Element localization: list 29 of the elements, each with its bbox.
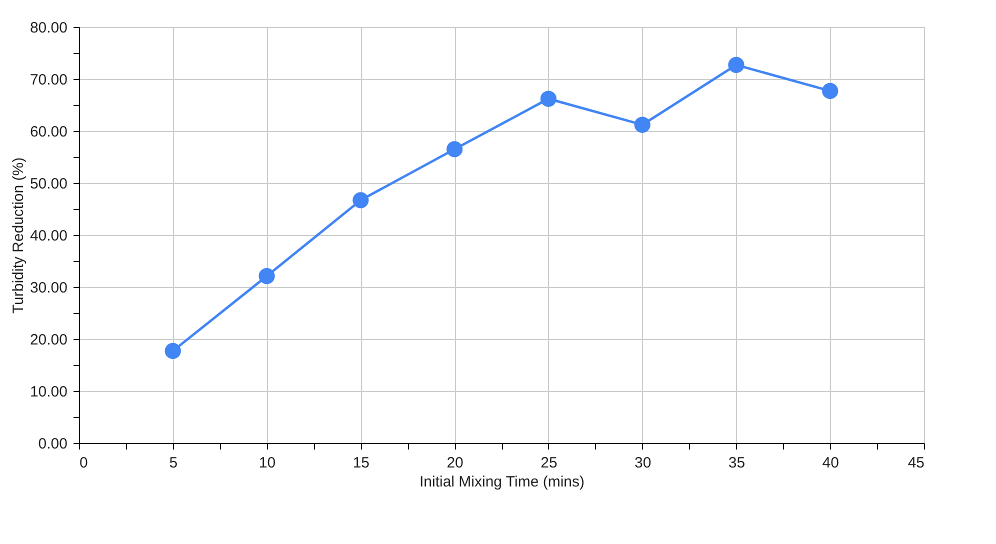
- x-tick-label: 35: [728, 454, 746, 472]
- y-axis-title: Turbidity Reduction (%): [10, 157, 27, 314]
- x-tick-label: 5: [169, 454, 178, 472]
- point: [352, 192, 369, 208]
- x-tick-label: 10: [258, 454, 276, 472]
- point: [822, 82, 838, 100]
- y-tick-label: 0.00: [38, 436, 68, 452]
- x-tick-label: 20: [446, 454, 464, 472]
- point: [728, 56, 744, 74]
- x-tick-label: 25: [540, 454, 558, 472]
- point: [634, 116, 650, 133]
- y-tick-label: 80.00: [30, 20, 68, 36]
- x-tick-label: 40: [822, 454, 839, 472]
- y-tick-label: 60.00: [30, 124, 68, 140]
- x-tick-label: 0: [80, 454, 88, 472]
- point: [164, 342, 181, 360]
- point: [446, 141, 463, 158]
- y-tick-label: 10.00: [30, 384, 68, 400]
- x-tick-label: 45: [908, 454, 924, 472]
- y-tick-label: 30.00: [30, 280, 68, 296]
- y-tick-label: 70.00: [30, 72, 68, 88]
- x-tick-label: 30: [634, 454, 652, 472]
- x-tick-label: 15: [352, 454, 370, 472]
- y-tick-label: 20.00: [30, 332, 68, 348]
- point: [540, 90, 557, 107]
- y-tick-label: 50.00: [30, 176, 68, 192]
- y-tick-label: 40.00: [30, 228, 68, 244]
- point: [258, 268, 275, 284]
- x-axis-title: Initial Mixing Time (mins): [419, 474, 585, 490]
